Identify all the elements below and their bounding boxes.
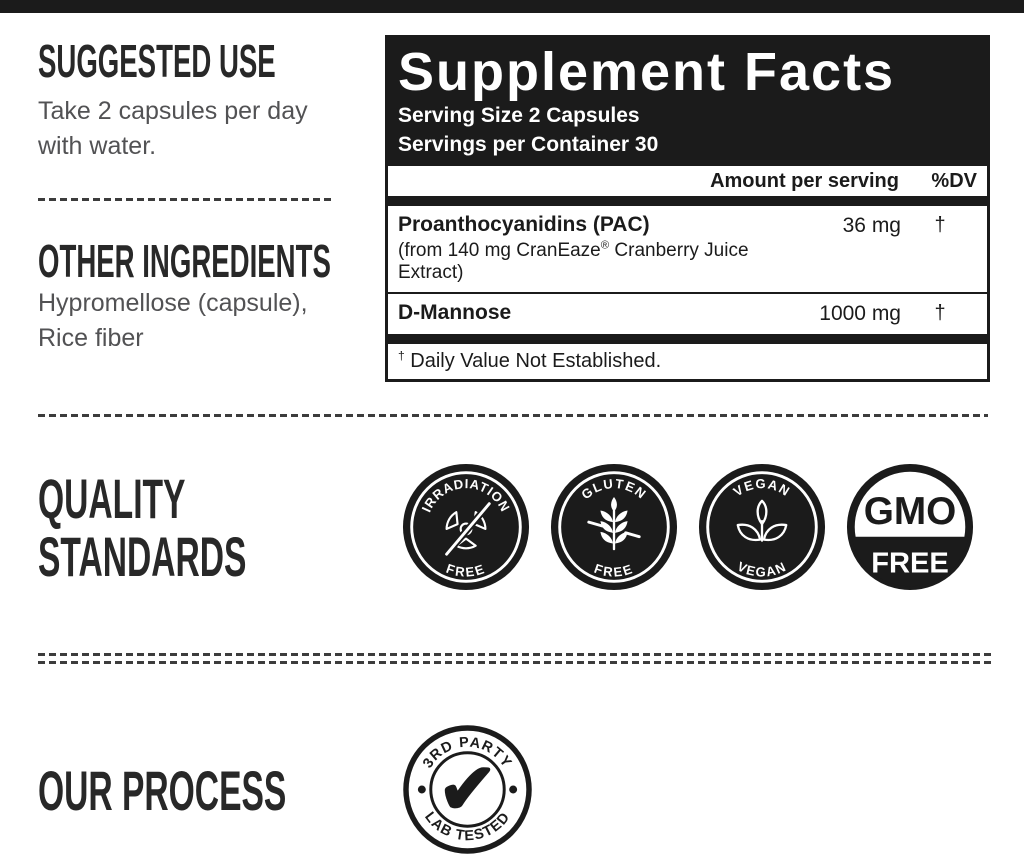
plant-icon xyxy=(736,499,788,542)
ingredient-name: D-Mannose xyxy=(398,301,512,324)
facts-column-header: Amount per serving %DV xyxy=(388,166,987,196)
daily-value-footnote: † Daily Value Not Established. xyxy=(398,348,662,372)
gmo-free-badge: GMO FREE xyxy=(846,463,974,591)
svg-text:VEGAN: VEGAN xyxy=(735,559,789,580)
svg-text:VEGAN: VEGAN xyxy=(731,476,794,499)
amount-cell: 36 mg xyxy=(842,214,901,237)
wheat-icon xyxy=(600,496,628,551)
divider-double-dashed-bottom xyxy=(38,661,995,664)
amount-per-serving-label: Amount per serving xyxy=(710,169,899,192)
svg-text:FREE: FREE xyxy=(592,561,635,580)
checkmark-icon: ✔ xyxy=(438,749,498,829)
thick-rule xyxy=(388,334,987,344)
ingredient-source-note: (from 140 mg CranEaze® Cranberry Juice E… xyxy=(398,239,749,283)
left-dot xyxy=(417,785,426,794)
suggested-use-text: Take 2 capsules per day with water. xyxy=(38,97,308,160)
ingredient-name: Proanthocyanidins (PAC) xyxy=(398,213,650,236)
supplement-facts-title: Supplement Facts xyxy=(398,42,896,102)
quality-badges-row: IRRADIATION FREE GLUTEN FR xyxy=(402,463,974,591)
servings-per-container-text: Servings per Container 30 xyxy=(398,132,659,156)
other-ingredients-heading: OTHER INGREDIENTS xyxy=(38,235,331,287)
ingredient-name-cell: D-Mannose xyxy=(398,301,791,325)
table-row-d-mannose: D-Mannose 1000 mg † xyxy=(388,292,987,334)
supplement-facts-panel: Supplement Facts Serving Size 2 Capsules… xyxy=(385,35,990,382)
amount-cell: 1000 mg xyxy=(819,302,901,325)
top-black-bar xyxy=(0,0,1024,13)
other-ingredients-text: Hypromellose (capsule), Rice fiber xyxy=(38,289,308,352)
supplement-facts-header: Supplement Facts Serving Size 2 Capsules… xyxy=(388,38,987,166)
gmo-label: GMO xyxy=(864,490,957,533)
right-dot xyxy=(509,785,518,794)
registered-mark: ® xyxy=(600,239,610,252)
divider-double-dashed-top xyxy=(38,653,995,656)
dv-cell: † xyxy=(934,302,946,324)
ingredient-name-cell: Proanthocyanidins (PAC) (from 140 mg Cra… xyxy=(398,213,791,284)
table-row-proanthocyanidins: Proanthocyanidins (PAC) (from 140 mg Cra… xyxy=(388,206,987,292)
thick-rule xyxy=(388,196,987,206)
badge-arc-bottom-text: VEGAN xyxy=(735,559,788,580)
gluten-free-badge: GLUTEN FREE xyxy=(550,463,678,591)
badge-arc-bottom-text: FREE xyxy=(592,561,633,580)
svg-text:FREE: FREE xyxy=(444,561,487,580)
third-party-lab-tested-badge: 3RD PARTY LAB TESTED ✔ xyxy=(403,725,532,854)
badge-arc-top-text: VEGAN xyxy=(731,476,792,499)
divider-dashed-full xyxy=(38,414,988,417)
divider-dashed-left xyxy=(38,198,332,201)
vegan-badge: VEGAN VEGAN xyxy=(698,463,826,591)
dv-cell: † xyxy=(934,214,946,236)
irradiation-free-badge: IRRADIATION FREE xyxy=(402,463,530,591)
percent-dv-label: %DV xyxy=(931,169,977,192)
serving-size-text: Serving Size 2 Capsules xyxy=(398,103,640,127)
our-process-heading: OUR PROCESS xyxy=(38,759,287,822)
badge-arc-bottom-text: FREE xyxy=(444,561,485,580)
suggested-use-heading: SUGGESTED USE xyxy=(38,35,276,87)
dagger-symbol: † xyxy=(398,348,405,363)
quality-standards-heading: QUALITY STANDARDS xyxy=(38,467,247,588)
gmo-free-label: FREE xyxy=(871,548,949,580)
